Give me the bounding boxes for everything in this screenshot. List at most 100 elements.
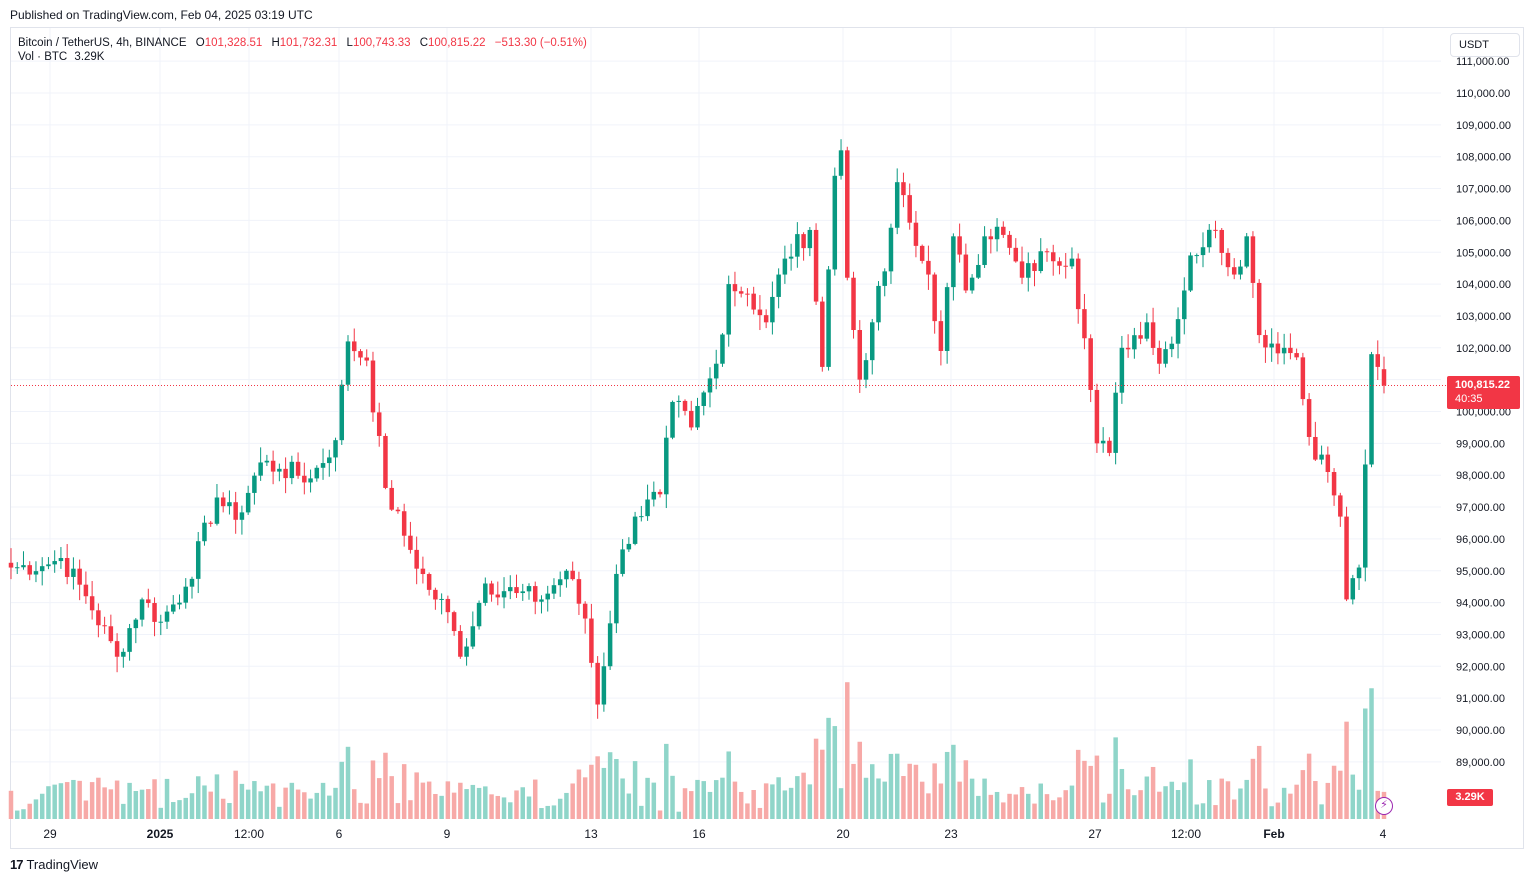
- volume-bar: [1288, 793, 1293, 819]
- candle-body: [108, 626, 114, 642]
- candle-body: [626, 543, 632, 550]
- candle-body: [845, 150, 850, 278]
- volume-bar: [195, 776, 201, 819]
- candle-body: [988, 236, 994, 240]
- volume-bar: [1057, 797, 1062, 819]
- candle-body: [121, 651, 126, 657]
- candle-body: [695, 405, 700, 428]
- volume-bar: [1363, 708, 1368, 819]
- lightning-icon[interactable]: ⚡: [1375, 797, 1393, 815]
- candle-body: [607, 623, 613, 667]
- time-tick-label: 2025: [147, 827, 174, 841]
- volume-bar: [476, 787, 482, 819]
- candle-body: [1281, 347, 1287, 354]
- candle-body: [932, 274, 937, 322]
- candle-body: [851, 277, 856, 331]
- tradingview-logo-icon[interactable]: 17: [10, 857, 24, 872]
- volume-bar: [1356, 789, 1362, 819]
- volume-bar: [1350, 774, 1356, 819]
- candle-body: [1107, 440, 1112, 453]
- volume-bar: [745, 803, 750, 819]
- volume-bar: [1175, 790, 1181, 819]
- volume-bar: [539, 808, 544, 819]
- candle-body: [277, 468, 282, 472]
- volume-bar: [645, 777, 650, 819]
- volume-bar: [364, 803, 369, 819]
- candle-body: [1213, 229, 1218, 231]
- candle-body: [901, 182, 906, 196]
- volume-bar: [532, 779, 538, 819]
- candle-body: [1250, 236, 1256, 283]
- volume-bar: [807, 784, 813, 819]
- candle-body: [289, 461, 295, 479]
- volume-bar: [1044, 794, 1050, 819]
- candle-body: [657, 491, 663, 495]
- volume-bar: [607, 752, 613, 819]
- candle-body: [39, 566, 45, 572]
- candle-body: [595, 662, 600, 705]
- volume-bar: [245, 789, 251, 819]
- price-tick-label: 94,000.00: [1456, 598, 1505, 610]
- time-tick-label: 4: [1380, 827, 1387, 841]
- candle-body: [720, 334, 725, 364]
- volume-bar: [171, 802, 176, 819]
- candle-body: [1182, 290, 1187, 320]
- price-tick-label: 92,000.00: [1456, 661, 1505, 673]
- volume-bar: [813, 738, 819, 819]
- volume-bar: [951, 744, 956, 819]
- volume-bar: [501, 797, 507, 819]
- candle-body: [788, 256, 794, 259]
- candle-body: [27, 565, 32, 575]
- volume-bar: [439, 795, 444, 819]
- candle-body: [801, 234, 806, 249]
- candle-body: [445, 598, 451, 613]
- candle-body: [64, 558, 70, 577]
- volume-bar: [907, 763, 912, 819]
- volume-bar: [564, 792, 569, 819]
- volume-bar: [1275, 802, 1281, 819]
- brand-name[interactable]: TradingView: [26, 857, 99, 872]
- candle-body: [364, 357, 369, 361]
- candle-body: [1050, 252, 1056, 262]
- volume-bar: [383, 752, 388, 819]
- symbol-name[interactable]: Bitcoin / TetherUS, 4h, BINANCE: [18, 37, 187, 49]
- time-axis: 29 2025 12:00 6 9 13 16 20 23 27 12:00 Feb 4: [43, 827, 1386, 841]
- volume-bar: [1007, 793, 1012, 819]
- price-tick-label: 109,000.00: [1456, 120, 1511, 132]
- candle-body: [433, 589, 438, 600]
- candle-body: [127, 628, 132, 652]
- volume-bar: [795, 776, 800, 819]
- time-tick-label: 12:00: [1171, 827, 1201, 841]
- candle-body: [1144, 322, 1150, 339]
- chart-frame: [10, 27, 1524, 849]
- candle-body: [439, 598, 444, 600]
- currency-button[interactable]: USDT: [1450, 33, 1520, 57]
- price-tick-label: 89,000.00: [1456, 757, 1505, 769]
- volume-bar: [857, 741, 863, 819]
- last-price-value: 100,815.22: [1455, 379, 1511, 391]
- volume-bar: [820, 749, 825, 819]
- candle-body: [71, 568, 76, 577]
- candle-body: [1256, 282, 1262, 336]
- candle-body: [1338, 495, 1343, 517]
- candle-body: [152, 603, 157, 622]
- candle-body: [1275, 343, 1281, 354]
- candle-body: [645, 499, 650, 517]
- volume-bar: [576, 769, 582, 819]
- volume-label[interactable]: Vol · BTC: [18, 51, 68, 63]
- volume-bar: [233, 770, 238, 819]
- candle-body: [763, 315, 769, 323]
- volume-bar: [1300, 770, 1306, 819]
- candle-body: [1063, 265, 1068, 267]
- price-tick-label: 93,000.00: [1456, 629, 1505, 641]
- candle-body: [539, 599, 544, 602]
- candle-body: [876, 285, 881, 323]
- volume-bar: [582, 777, 588, 819]
- volume-bar: [1075, 749, 1081, 819]
- volume-bar: [108, 789, 114, 819]
- volume-bar: [1331, 765, 1337, 819]
- open-value: 101,328.51: [204, 37, 263, 49]
- candle-body: [114, 641, 120, 657]
- price-tick-label: 105,000.00: [1456, 247, 1511, 259]
